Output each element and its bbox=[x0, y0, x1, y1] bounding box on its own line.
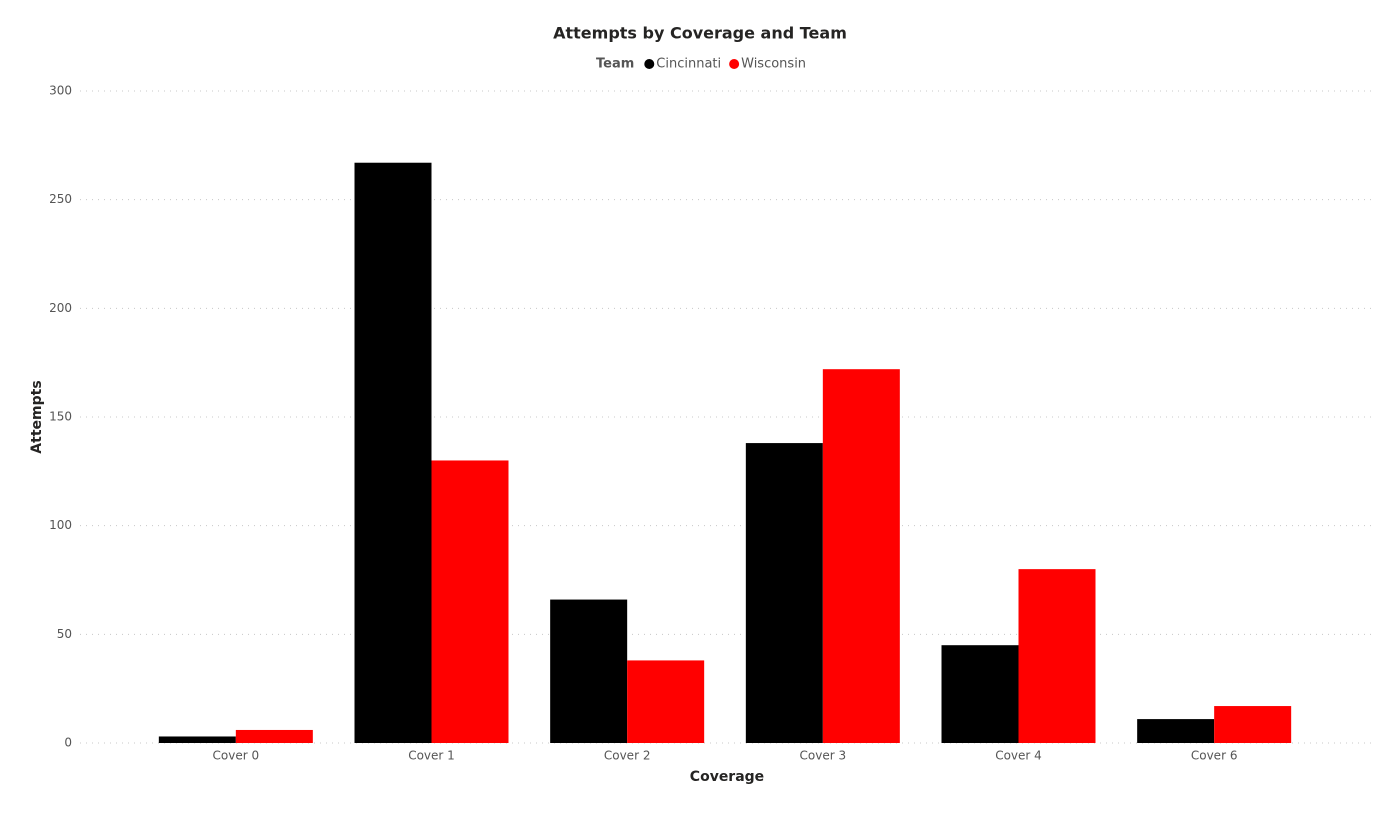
y-tick-label: 0 bbox=[64, 736, 72, 750]
y-tick-label: 250 bbox=[49, 192, 72, 206]
bar bbox=[235, 729, 313, 743]
bar bbox=[431, 460, 509, 743]
bar bbox=[158, 736, 236, 743]
bar bbox=[1137, 719, 1215, 743]
legend: Team Cincinnati Wisconsin bbox=[596, 57, 806, 72]
bar bbox=[941, 645, 1019, 743]
y-axis-title: Attempts bbox=[29, 380, 45, 453]
bar bbox=[1214, 706, 1292, 743]
bar bbox=[822, 369, 900, 743]
x-axis-title: Coverage bbox=[690, 769, 764, 785]
x-tick-label: Cover 0 bbox=[213, 749, 260, 763]
legend-marker bbox=[729, 59, 740, 69]
y-tick-label: 300 bbox=[49, 84, 72, 98]
bar bbox=[745, 443, 823, 743]
x-tick-label: Cover 2 bbox=[604, 749, 651, 763]
chart-title: Attempts by Coverage and Team bbox=[553, 24, 847, 43]
bar bbox=[1018, 569, 1096, 743]
y-tick-label: 100 bbox=[49, 518, 72, 532]
legend-label: Wisconsin bbox=[741, 57, 806, 72]
legend-label: Cincinnati bbox=[656, 57, 721, 72]
x-tick-label: Cover 3 bbox=[800, 749, 847, 763]
x-tick-label: Cover 4 bbox=[995, 749, 1042, 763]
bar bbox=[354, 162, 432, 744]
bar bbox=[627, 660, 705, 743]
y-tick-label: 150 bbox=[49, 410, 72, 424]
legend-marker bbox=[644, 59, 655, 69]
legend-title: Team bbox=[596, 57, 634, 72]
bar bbox=[550, 599, 628, 743]
x-tick-label: Cover 6 bbox=[1191, 749, 1238, 763]
y-tick-label: 200 bbox=[49, 301, 72, 315]
y-tick-label: 50 bbox=[57, 627, 72, 641]
x-tick-label: Cover 1 bbox=[408, 749, 455, 763]
